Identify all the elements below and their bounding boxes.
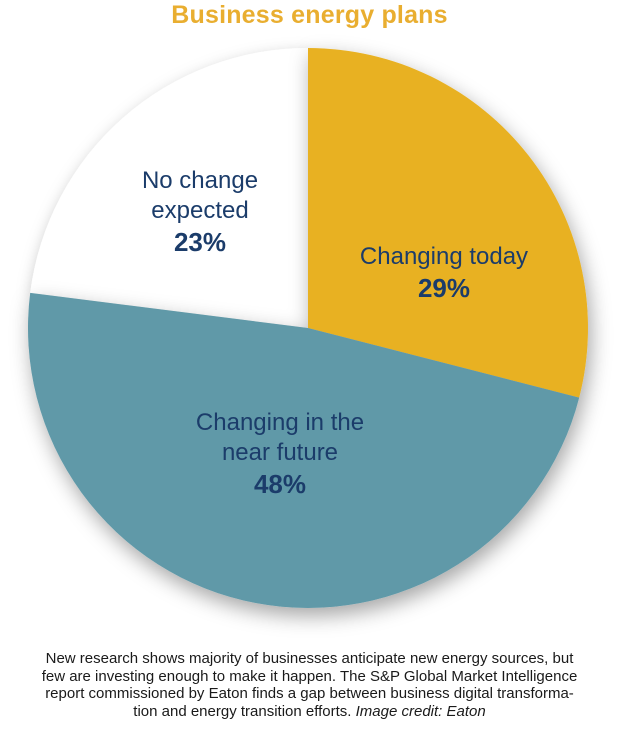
caption-line-text: tion and energy transition efforts. <box>133 702 356 720</box>
slice-label-no-change-expected: No change expected 23% <box>120 166 280 258</box>
pie-white-slice-layer <box>30 48 308 328</box>
caption-line: report commissioned by Eaton finds a gap… <box>45 685 574 702</box>
caption-line: New research shows majority of businesse… <box>45 650 574 667</box>
chart-title: Business energy plans <box>171 1 448 29</box>
slice-percent-value: 29% <box>417 273 471 303</box>
slice-label-changing-near-future: Changing in the near future 48% <box>175 408 385 500</box>
caption-line: few are investing enough to make it happ… <box>41 667 578 685</box>
slice-percent-value: 48% <box>253 469 307 499</box>
pie-colored-slice-layer <box>27 48 588 608</box>
slice-label-changing-today: Changing today 29% <box>314 242 574 304</box>
pie-chart-area: No change expected 23% Changing today 29… <box>27 48 588 608</box>
pie-chart <box>27 48 588 608</box>
pie-slice-no-change-expected <box>30 48 308 328</box>
slice-label-text: Changing today <box>359 243 529 270</box>
image-credit: Image credit: Eaton <box>355 702 486 720</box>
slice-label-text: Changing in the near future <box>195 409 365 466</box>
pie-slice-changing-today <box>308 48 588 398</box>
pie-slice-changing-in-the-near-future <box>27 292 580 608</box>
caption-line: tion and energy transition efforts. Imag… <box>0 703 619 721</box>
slice-percent-value: 23% <box>173 227 227 257</box>
caption: New research shows majority of businesse… <box>0 650 619 720</box>
slice-label-text: No change expected <box>141 167 259 224</box>
